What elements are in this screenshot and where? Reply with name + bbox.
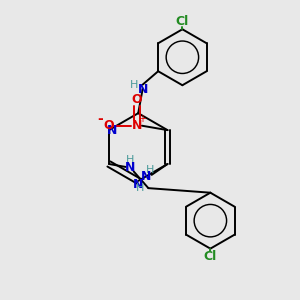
- Text: Cl: Cl: [176, 14, 189, 28]
- Text: H: H: [136, 182, 144, 193]
- Text: N: N: [133, 178, 143, 191]
- Text: H: H: [126, 155, 134, 166]
- Text: N: N: [141, 170, 152, 183]
- Text: -: -: [97, 112, 103, 126]
- Text: O: O: [131, 93, 142, 106]
- Text: H: H: [146, 166, 154, 176]
- Text: N: N: [131, 119, 142, 132]
- Text: Cl: Cl: [204, 250, 217, 263]
- Text: N: N: [137, 82, 148, 95]
- Text: H: H: [130, 80, 139, 90]
- Text: O: O: [103, 119, 114, 132]
- Text: N: N: [107, 124, 118, 136]
- Text: N: N: [125, 161, 135, 174]
- Text: +: +: [139, 114, 146, 124]
